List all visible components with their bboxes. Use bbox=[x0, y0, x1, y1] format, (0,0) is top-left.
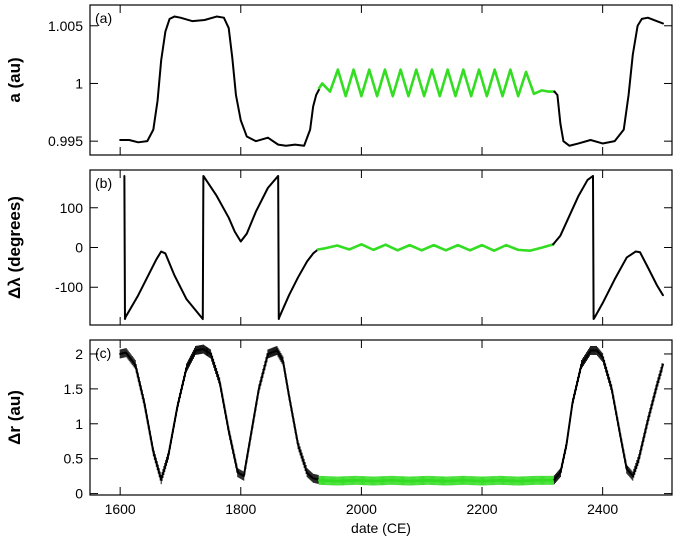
series-group bbox=[123, 174, 664, 321]
y-axis-label: Δr (au) bbox=[5, 390, 24, 445]
panel-frame bbox=[89, 339, 673, 496]
series-line-3 bbox=[552, 174, 664, 321]
x-axis-label: date (CE) bbox=[351, 520, 411, 536]
y-tick-label: 2 bbox=[75, 346, 83, 362]
panel-label: (a) bbox=[95, 10, 112, 26]
series-group bbox=[119, 15, 664, 147]
x-tick-label: 2200 bbox=[466, 501, 497, 517]
series-line-1 bbox=[119, 15, 321, 147]
panel-frame bbox=[89, 4, 673, 156]
y-tick-label: 1 bbox=[75, 75, 83, 91]
y-tick-label: -100 bbox=[55, 279, 83, 295]
series-line-1 bbox=[123, 174, 319, 321]
y-axis-label: a (au) bbox=[5, 57, 24, 102]
y-tick-label: 1.005 bbox=[48, 18, 83, 34]
y-tick-label: 100 bbox=[60, 200, 84, 216]
y-axis-label: Δλ (degrees) bbox=[5, 196, 24, 299]
y-tick-label: 1 bbox=[75, 416, 83, 432]
y-tick-label: 0.995 bbox=[48, 133, 83, 149]
y-tick-label: 0 bbox=[75, 486, 83, 502]
panel-1: 0.995 1 1.005 (a) a (au) bbox=[5, 4, 673, 156]
x-tick-label: 1800 bbox=[225, 501, 256, 517]
series-line-3 bbox=[553, 16, 664, 147]
series-line-1 bbox=[119, 348, 321, 481]
series-group bbox=[119, 344, 664, 486]
panel-3: 1600 1800 2000 2200 2400 0 0.5 1 1.5 2 (c) Δr (au) d… bbox=[5, 339, 673, 536]
panel-2: -100 0 100 (b) Δλ (degrees) bbox=[5, 169, 673, 326]
y-tick-label: 0.5 bbox=[64, 451, 84, 467]
x-tick-label: 2400 bbox=[587, 501, 618, 517]
series-line-2 bbox=[317, 68, 556, 98]
panel-label: (c) bbox=[95, 345, 111, 361]
panel-label: (b) bbox=[95, 175, 112, 191]
x-tick-label: 1600 bbox=[105, 501, 136, 517]
series-line-2 bbox=[316, 243, 555, 252]
y-tick-label: 0 bbox=[75, 240, 83, 256]
x-tick-label: 2000 bbox=[346, 501, 377, 517]
y-tick-label: 1.5 bbox=[64, 381, 84, 397]
